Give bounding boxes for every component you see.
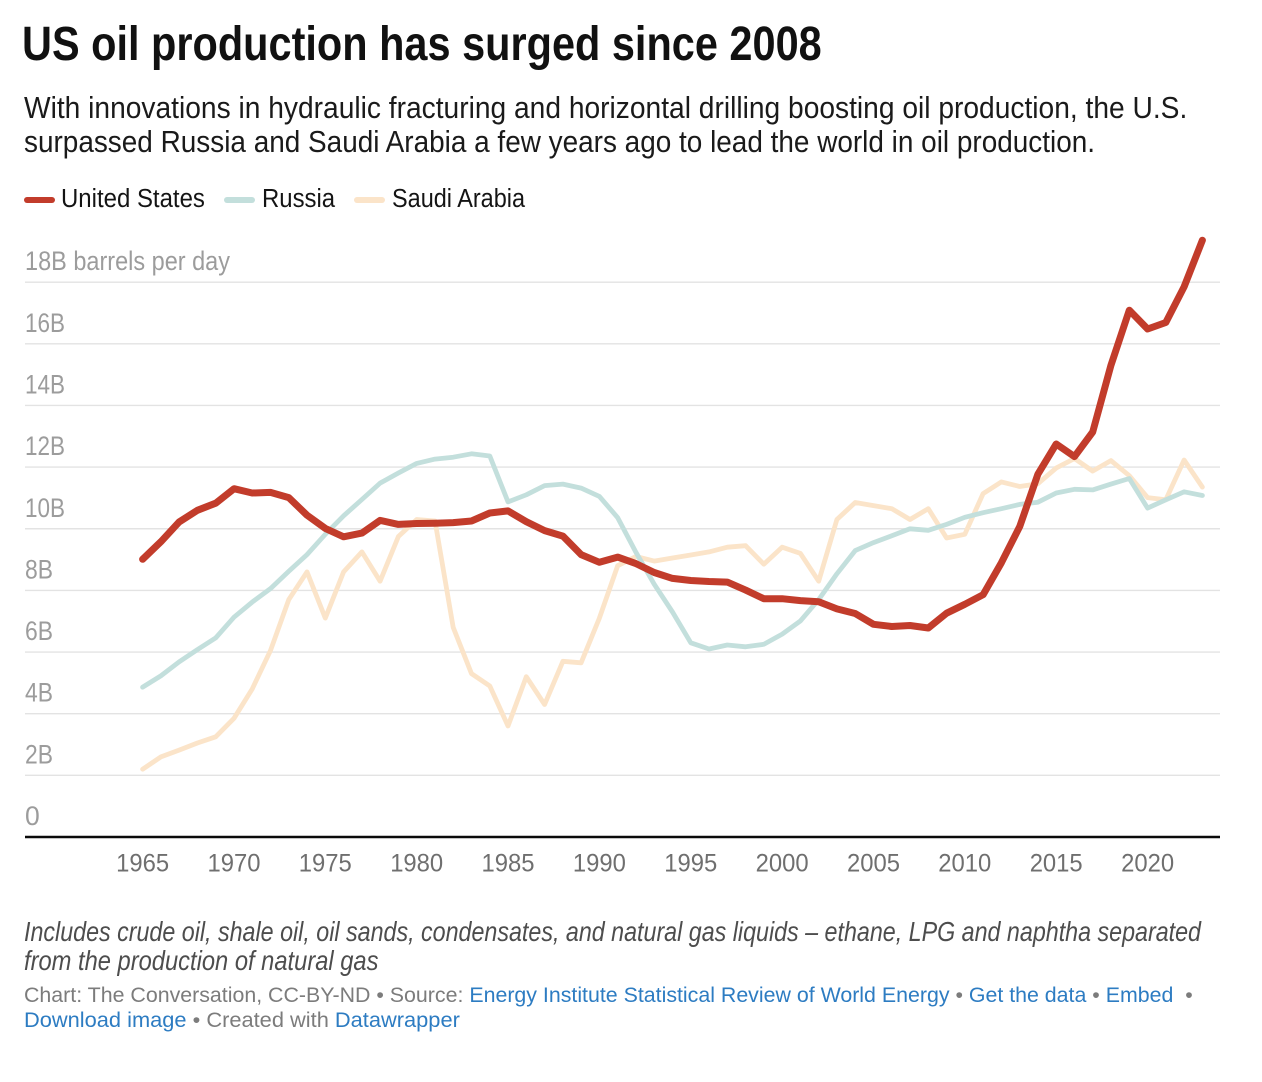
- svg-text:2020: 2020: [1121, 850, 1174, 878]
- svg-text:14B: 14B: [25, 370, 65, 400]
- svg-text:1990: 1990: [573, 850, 626, 878]
- svg-text:2B: 2B: [25, 739, 53, 769]
- svg-text:12B: 12B: [25, 431, 65, 461]
- svg-text:1965: 1965: [116, 850, 169, 878]
- svg-text:10B: 10B: [25, 493, 65, 523]
- svg-text:8B: 8B: [25, 554, 53, 584]
- svg-text:1985: 1985: [482, 850, 535, 878]
- svg-text:6B: 6B: [25, 616, 53, 646]
- svg-text:0: 0: [25, 801, 40, 831]
- svg-text:4B: 4B: [25, 678, 53, 708]
- svg-text:16B: 16B: [25, 308, 65, 338]
- svg-text:1975: 1975: [299, 850, 352, 878]
- svg-text:1995: 1995: [664, 850, 717, 878]
- svg-text:2000: 2000: [756, 850, 809, 878]
- svg-text:2010: 2010: [938, 850, 991, 878]
- svg-text:18B barrels per day: 18B barrels per day: [25, 246, 231, 276]
- svg-text:2005: 2005: [847, 850, 900, 878]
- svg-text:1980: 1980: [390, 850, 443, 878]
- svg-text:1970: 1970: [208, 850, 261, 878]
- svg-text:2015: 2015: [1030, 850, 1083, 878]
